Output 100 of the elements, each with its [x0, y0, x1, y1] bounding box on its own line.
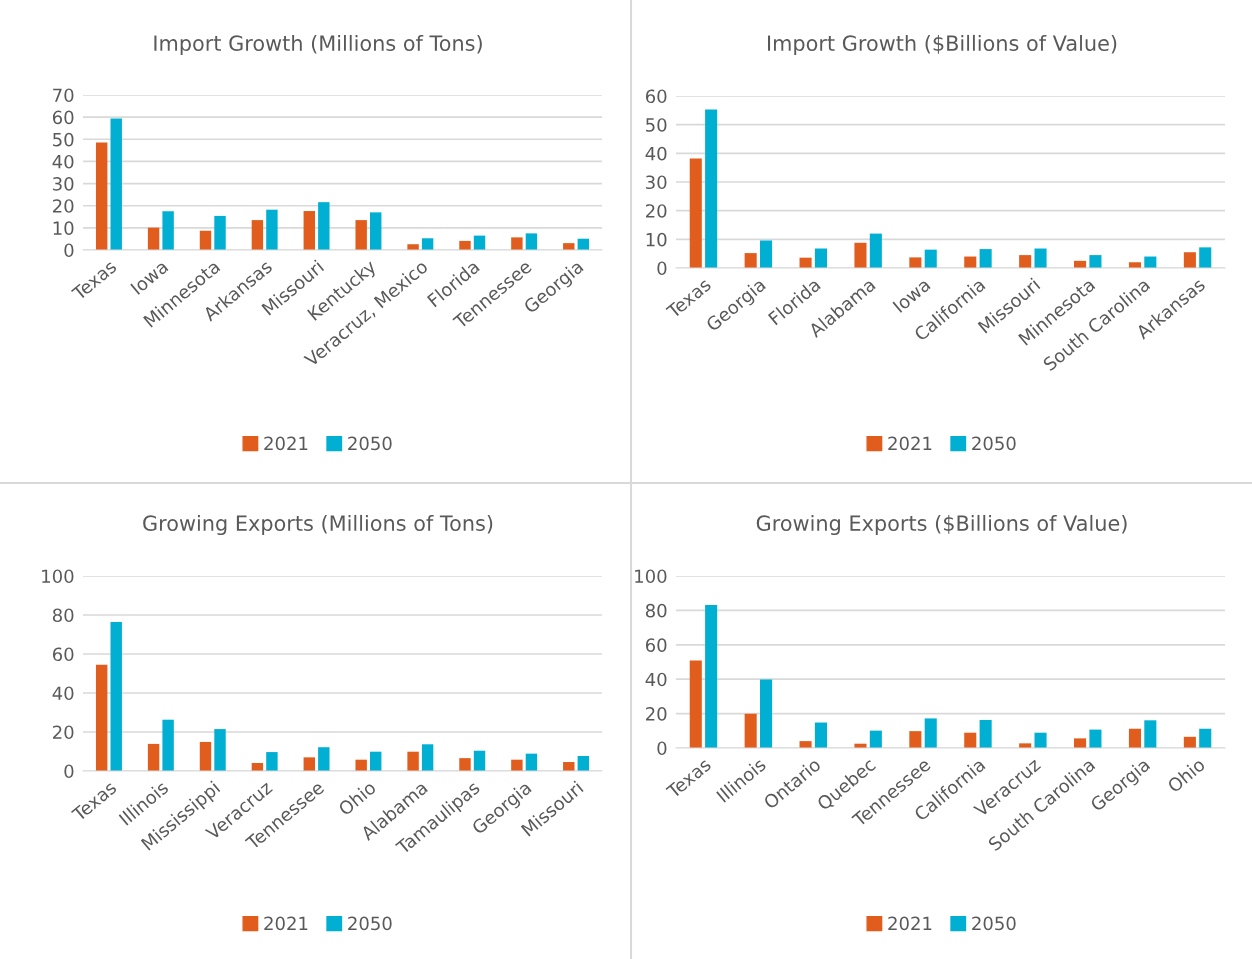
y-tick-label: 20	[53, 725, 74, 740]
bar	[355, 759, 367, 771]
bar	[1144, 720, 1157, 748]
legend-label: 2021	[264, 436, 308, 451]
bar	[421, 744, 434, 771]
bar	[511, 237, 523, 250]
bar	[199, 741, 212, 771]
bar	[525, 233, 538, 250]
bar	[147, 743, 160, 771]
bar	[266, 752, 278, 771]
bar	[869, 730, 882, 748]
y-tick-label: 80	[645, 603, 667, 618]
bar	[1034, 248, 1047, 268]
bar	[162, 211, 174, 250]
bar	[1089, 255, 1102, 268]
bar	[110, 118, 122, 250]
y-tick-label: 60	[52, 647, 74, 662]
y-tick-label: 40	[52, 154, 74, 169]
bar	[459, 758, 471, 771]
bar	[318, 747, 330, 771]
bar	[1199, 728, 1212, 748]
legend-label: 2050	[348, 916, 392, 931]
bar	[705, 109, 718, 268]
bar	[303, 757, 315, 771]
y-tick-label: 40	[645, 146, 667, 161]
y-tick-label: 10	[53, 221, 74, 235]
bar	[199, 230, 212, 250]
y-tick-label: 100	[42, 569, 74, 584]
y-tick-label: 60	[52, 110, 74, 125]
y-tick-label: 80	[52, 608, 74, 623]
y-tick-label: 100	[635, 569, 667, 584]
bar	[869, 233, 882, 268]
bar	[511, 759, 523, 771]
bar	[1019, 255, 1032, 268]
bar	[705, 604, 718, 748]
bar	[95, 142, 108, 250]
legend-label: 2021	[264, 916, 308, 931]
chart-title: Import Growth (Millions of Tons)	[154, 34, 482, 56]
legend-label: 2021	[888, 436, 932, 451]
y-tick-label: 50	[646, 118, 667, 132]
y-tick-label: 0	[64, 243, 74, 258]
bar	[370, 212, 382, 250]
y-tick-label: 60	[645, 638, 667, 652]
bar	[814, 722, 827, 748]
bar	[214, 729, 226, 771]
bar	[1128, 728, 1141, 748]
bar	[421, 238, 434, 250]
bar	[577, 755, 590, 771]
bar	[760, 679, 773, 748]
legend-label: 2050	[348, 436, 392, 451]
bar	[924, 249, 937, 268]
bar	[689, 158, 702, 268]
x-tick-label: Ohio	[1166, 756, 1206, 794]
bar	[110, 622, 122, 771]
bar	[473, 750, 486, 771]
bar	[964, 732, 977, 748]
bar	[318, 202, 330, 250]
chart-title: Growing Exports ($Billions of Value)	[756, 514, 1127, 536]
bar	[854, 242, 867, 268]
bar	[909, 257, 922, 268]
bar	[1183, 252, 1196, 268]
chart-title: Growing Exports (Millions of Tons)	[143, 514, 493, 536]
bar	[251, 220, 264, 250]
bar	[744, 253, 757, 268]
bar	[266, 209, 278, 250]
bar	[407, 244, 419, 250]
bar	[162, 719, 174, 771]
y-tick-label: 20	[646, 204, 667, 218]
y-tick-label: 20	[53, 199, 74, 213]
y-tick-label: 0	[657, 261, 667, 276]
bar	[370, 751, 382, 771]
y-tick-label: 30	[53, 177, 74, 191]
bar	[909, 731, 922, 748]
bar	[407, 751, 419, 771]
bar	[95, 664, 108, 771]
legend-label: 2021	[888, 916, 932, 931]
y-tick-label: 60	[645, 89, 667, 104]
bar	[689, 660, 702, 748]
y-tick-label: 30	[646, 175, 667, 190]
y-tick-label: 20	[646, 707, 667, 721]
y-tick-label: 40	[645, 672, 667, 687]
bar	[1199, 247, 1212, 268]
legend-label: 2050	[972, 916, 1016, 931]
y-tick-label: 0	[657, 741, 667, 756]
y-tick-label: 0	[64, 764, 74, 779]
bar	[214, 215, 226, 250]
y-tick-label: 10	[646, 232, 667, 247]
bar	[1074, 738, 1087, 748]
bar	[303, 211, 315, 250]
chart-title: Import Growth ($Billions of Value)	[768, 34, 1117, 56]
y-tick-label: 50	[53, 132, 74, 147]
bar	[760, 240, 773, 268]
bar	[979, 249, 992, 268]
bar	[355, 220, 367, 250]
bar	[1034, 732, 1047, 748]
bar	[814, 248, 827, 268]
bar	[1089, 729, 1102, 748]
bar	[147, 227, 160, 250]
y-tick-label: 70	[53, 88, 74, 103]
bar	[979, 719, 992, 748]
